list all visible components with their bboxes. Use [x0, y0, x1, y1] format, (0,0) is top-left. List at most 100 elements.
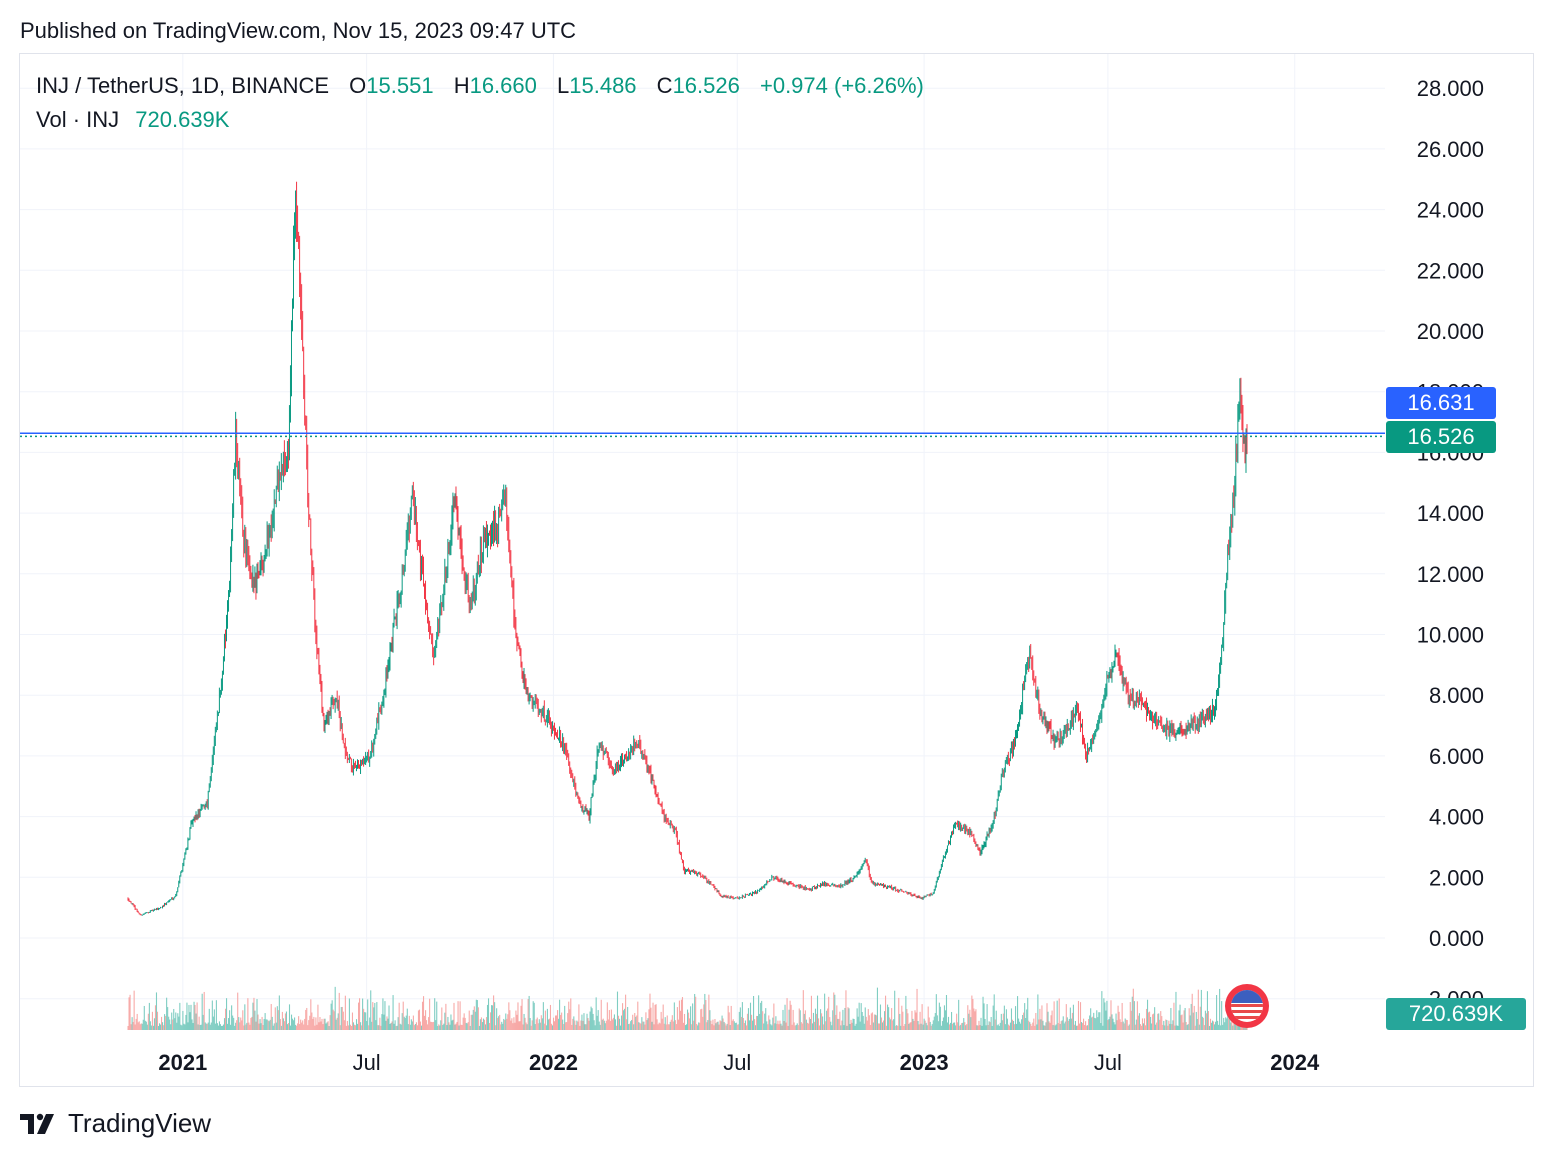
volume-bar [826, 1010, 828, 1030]
volume-bar [1171, 1024, 1173, 1030]
volume-bar [1157, 1013, 1159, 1030]
volume-bar [754, 1019, 756, 1030]
volume-bar [702, 1016, 704, 1030]
volume-bar [748, 1020, 751, 1030]
volume-bar [1030, 1023, 1032, 1030]
volume-bar [324, 1018, 326, 1030]
volume-bar [988, 1021, 990, 1030]
volume-bar [887, 1004, 889, 1030]
high-value: 16.660 [469, 73, 537, 98]
volume-bar [764, 1013, 766, 1030]
volume-bar [719, 1020, 721, 1030]
volume-bar [269, 1019, 271, 1030]
x-tick-label: Jul [353, 1050, 381, 1075]
us-flag-icon[interactable] [1225, 984, 1269, 1028]
volume-bar [1040, 1019, 1042, 1030]
y-tick-label: 14.000 [1417, 501, 1484, 526]
volume-bar [333, 1011, 335, 1030]
volume-bar [503, 1018, 505, 1030]
volume-bar [886, 1025, 888, 1030]
volume-bar [653, 1024, 655, 1030]
x-axis-labels: 2021 Jul 2022 Jul 2023 Jul 2024 [158, 1050, 1320, 1075]
volume-bar [430, 1021, 432, 1030]
volume-bar [252, 1002, 254, 1030]
volume-bar [1071, 1012, 1073, 1030]
volume-bar [772, 1017, 774, 1030]
volume-bar [1116, 1020, 1118, 1030]
volume-bar [392, 995, 394, 1030]
volume-bar [193, 1001, 195, 1030]
volume-bar [991, 1025, 993, 1030]
volume-bar [497, 1017, 499, 1030]
volume-bar [259, 1019, 261, 1030]
volume-bar [1121, 1002, 1123, 1030]
volume-bar [1162, 1024, 1164, 1030]
volume-bar [590, 1006, 592, 1030]
volume-bar [215, 1000, 217, 1030]
volume-bar [393, 1023, 395, 1030]
volume-bar [834, 994, 836, 1030]
volume-bar [945, 995, 948, 1030]
volume-bar [261, 1016, 263, 1030]
volume-bar [475, 999, 477, 1030]
volume-bar [321, 1018, 323, 1030]
grid-lines [20, 54, 1385, 1030]
volume-label[interactable]: Vol · INJ [36, 107, 120, 132]
volume-bar [833, 992, 835, 1030]
volume-bar [450, 1014, 452, 1030]
volume-bar [942, 1017, 944, 1030]
y-tick-label: 26.000 [1417, 137, 1484, 162]
volume-bar [640, 1023, 642, 1030]
volume-bar [1161, 1016, 1163, 1030]
volume-bar [181, 1025, 183, 1030]
volume-bar [1062, 1016, 1064, 1030]
volume-bar [179, 1002, 181, 1030]
tradingview-logo[interactable]: TradingView [20, 1108, 211, 1139]
volume-bar [1146, 999, 1149, 1030]
volume-bar [169, 1019, 171, 1030]
volume-bar [611, 1019, 613, 1030]
volume-bar [995, 1010, 997, 1030]
volume-bar [929, 1021, 931, 1030]
volume-bar [442, 1024, 444, 1030]
volume-bar [1104, 1002, 1106, 1030]
volume-bar [580, 1020, 582, 1030]
volume-bar [673, 1002, 675, 1030]
volume-bar [225, 998, 228, 1030]
volume-bar [1181, 1014, 1183, 1030]
volume-bar [170, 1024, 172, 1030]
volume-bar [1170, 1007, 1172, 1030]
volume-bar [143, 1005, 145, 1030]
volume-bar [244, 1004, 246, 1030]
volume-bar [1022, 1014, 1024, 1030]
volume-bar [139, 1024, 141, 1030]
volume-bar [441, 1007, 443, 1030]
volume-bar [434, 998, 436, 1030]
volume-bar [661, 1018, 663, 1030]
volume-bar [511, 1018, 513, 1030]
volume-bar [685, 1024, 688, 1030]
volume-bar [417, 1010, 420, 1030]
volume-bar [461, 1024, 463, 1030]
volume-bar [446, 1025, 448, 1030]
volume-bar [349, 1024, 351, 1030]
volume-bar [388, 1005, 390, 1030]
volume-bar [1059, 1023, 1061, 1030]
volume-bar [892, 1020, 894, 1030]
volume-bar [731, 1020, 733, 1030]
volume-bar [1082, 1023, 1084, 1030]
volume-bar [217, 1025, 219, 1030]
volume-bar [966, 1024, 968, 1030]
symbol-label[interactable]: INJ / TetherUS, 1D, BINANCE [36, 73, 330, 98]
volume-bar [847, 1007, 849, 1030]
volume-bar [895, 1025, 897, 1030]
volume-bar [776, 1023, 778, 1030]
volume-bar [620, 1015, 623, 1030]
volume-bar [306, 1007, 308, 1030]
volume-bar [687, 1009, 689, 1030]
volume-bar [896, 1025, 898, 1030]
volume-bar [275, 1022, 277, 1030]
volume-bar [763, 1023, 765, 1030]
volume-bar [524, 1017, 526, 1030]
